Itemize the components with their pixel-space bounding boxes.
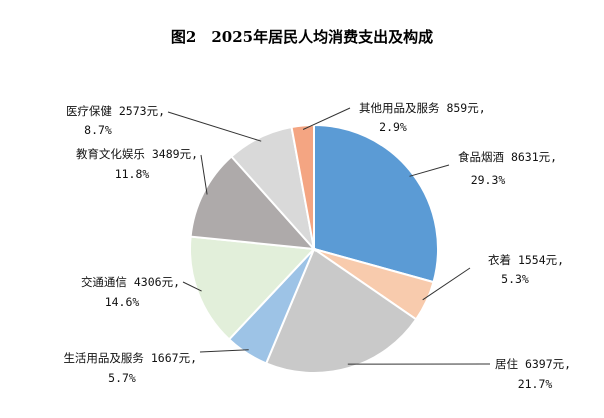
slice-label-other: 其他用品及服务 859元, [359, 101, 486, 115]
leader-line-clothing [422, 267, 471, 301]
leader-line-household-goods [199, 349, 249, 353]
slice-share-other: 2.9% [379, 120, 407, 134]
pie-slice-housing [264, 247, 418, 374]
leader-line-education-culture [200, 154, 208, 195]
slice-label-healthcare: 医疗保健 2573元, [66, 104, 165, 118]
slice-share-transport-communication: 14.6% [105, 295, 140, 309]
slice-label-transport-communication: 交通通信 4306元, [81, 275, 180, 289]
slice-label-clothing: 衣着 1554元, [488, 253, 564, 267]
chart-title: 图2 2025年居民人均消费支出及构成 [170, 28, 434, 46]
slice-share-food-tobacco: 29.3% [471, 173, 506, 187]
slice-label-household-goods: 生活用品及服务 1667元, [63, 351, 197, 365]
slice-label-food-tobacco: 食品烟酒 8631元, [458, 150, 557, 164]
slice-share-healthcare: 8.7% [84, 123, 112, 137]
slice-label-education-culture: 教育文化娱乐 3489元, [76, 147, 198, 161]
leader-line-other [302, 107, 351, 130]
slice-share-household-goods: 5.7% [108, 371, 136, 385]
leader-line-food-tobacco [409, 164, 450, 177]
slice-share-education-culture: 11.8% [115, 167, 150, 181]
leader-line-healthcare [167, 111, 262, 142]
slice-label-housing: 居住 6397元, [495, 357, 571, 371]
slice-share-clothing: 5.3% [501, 272, 529, 286]
pie-slice-education-culture [189, 155, 317, 251]
leader-line-transport-communication [182, 281, 202, 292]
pie-slice-transport-communication [189, 235, 317, 341]
pie-slice-food-tobacco [313, 123, 439, 284]
slice-share-housing: 21.7% [518, 377, 553, 391]
